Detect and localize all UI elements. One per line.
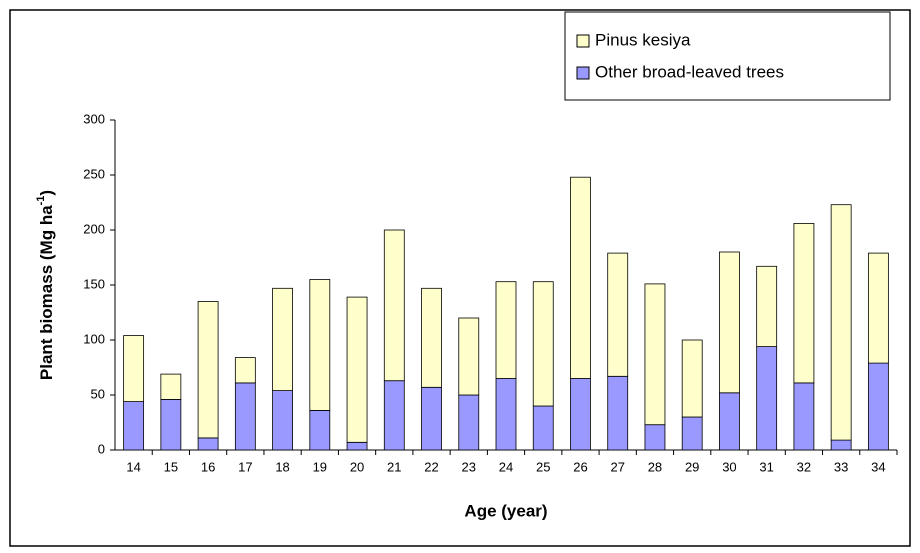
x-tick-label: 32 (797, 459, 811, 474)
y-label-suffix: ) (37, 190, 56, 196)
bar-segment (421, 287, 442, 388)
bar-segment (830, 204, 852, 441)
bar-segment (607, 375, 629, 451)
y-tick-label: 50 (91, 386, 105, 401)
y-tick-label: 300 (83, 111, 105, 126)
y-tick-label: 150 (83, 276, 105, 291)
bar-segment (756, 265, 778, 347)
x-tick-label: 28 (648, 459, 662, 474)
x-tick-label: 15 (164, 459, 178, 474)
bar-segment (383, 380, 405, 451)
legend-label: Pinus kesiya (595, 30, 691, 49)
bar-segment (532, 281, 554, 407)
x-tick-label: 14 (126, 459, 140, 474)
bar-segment (346, 441, 368, 451)
bar-segment (309, 279, 331, 411)
legend-label: Other broad-leaved trees (595, 62, 784, 81)
bar-segment (346, 296, 368, 443)
bar-segment (234, 382, 256, 451)
bar-segment (830, 439, 852, 451)
bar-segment (719, 251, 740, 394)
x-tick-label: 22 (424, 459, 438, 474)
bar-segment (160, 398, 182, 451)
x-tick-label: 30 (722, 459, 736, 474)
y-axis-label: Plant biomass (Mg ha-1) (35, 190, 57, 380)
bar-segment (719, 392, 740, 451)
x-tick-label: 31 (759, 459, 773, 474)
x-tick-label: 17 (238, 459, 252, 474)
bar-segment (793, 382, 815, 451)
bar-segment (383, 229, 405, 382)
bar-segment (234, 357, 256, 384)
bar-segment (570, 176, 591, 379)
bar-segment (495, 378, 517, 451)
x-tick-label: 19 (313, 459, 327, 474)
y-tick-label: 100 (83, 331, 105, 346)
legend-swatch (576, 66, 590, 80)
bar-segment (756, 346, 778, 451)
y-tick-label: 200 (83, 221, 105, 236)
x-tick-label: 26 (573, 459, 587, 474)
legend-swatch (576, 34, 590, 48)
x-tick-label: 29 (685, 459, 699, 474)
bar-segment (272, 287, 293, 391)
bar-segment (793, 222, 815, 384)
bar-segment (458, 394, 480, 451)
bar-segment (309, 409, 331, 451)
y-label-sup: -1 (35, 196, 47, 206)
x-tick-label: 21 (387, 459, 401, 474)
bar-segment (644, 283, 666, 426)
y-label-text: Plant biomass (Mg ha (37, 205, 56, 380)
bar-segment (681, 339, 703, 418)
bar-segment (532, 405, 554, 451)
x-tick-label: 33 (834, 459, 848, 474)
x-tick-label: 18 (275, 459, 289, 474)
bar-segment (197, 437, 219, 451)
x-tick-label: 27 (610, 459, 624, 474)
x-tick-label: 25 (536, 459, 550, 474)
bar-segment (458, 317, 480, 396)
bar-segment (644, 424, 666, 451)
x-tick-label: 16 (201, 459, 215, 474)
x-tick-label: 34 (871, 459, 885, 474)
bar-segment (570, 378, 591, 451)
bar-segment (681, 416, 703, 451)
x-tick-label: 23 (462, 459, 476, 474)
y-tick-label: 0 (98, 441, 105, 456)
bar-segment (421, 386, 442, 451)
bar-segment (867, 362, 889, 451)
bar-segment (197, 301, 219, 439)
bar-segment (867, 252, 889, 364)
bar-segment (272, 390, 293, 451)
x-tick-label: 20 (350, 459, 364, 474)
bar-segment (495, 281, 517, 379)
bar-segment (160, 373, 182, 400)
bar-segment (607, 252, 629, 377)
x-axis-label: Age (year) (464, 501, 547, 520)
bar-segment (123, 401, 145, 451)
bar-segment (123, 335, 145, 403)
y-tick-label: 250 (83, 166, 105, 181)
legend-box (564, 11, 891, 101)
x-tick-label: 24 (499, 459, 513, 474)
